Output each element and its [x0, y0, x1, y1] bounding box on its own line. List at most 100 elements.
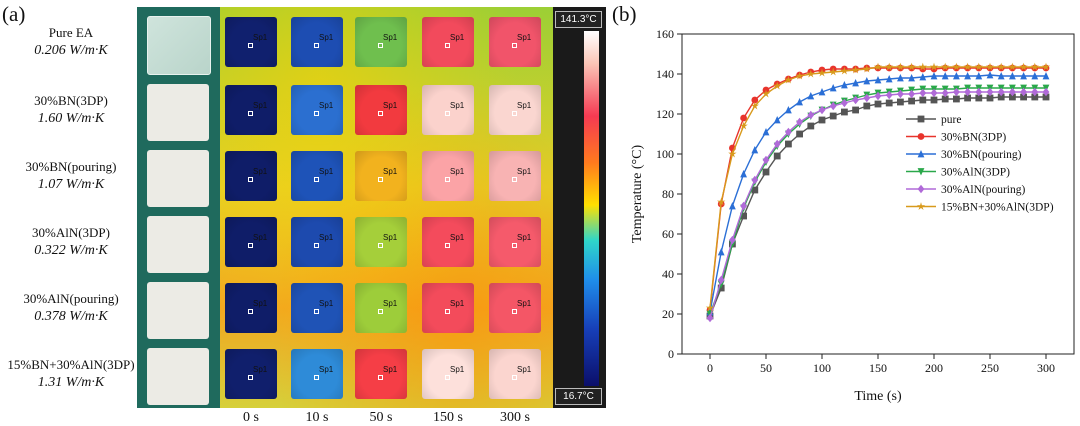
- data-point: [740, 212, 747, 220]
- spot-marker: [248, 177, 253, 182]
- thermal-tile: [225, 17, 277, 67]
- thermal-image-grid: Sp1 Sp1 Sp1 Sp1 Sp1 Sp1 Sp1 Sp1 Sp1 Sp1 Sp1 Sp1 Sp1 S…: [220, 7, 553, 408]
- panel-a-label: (a): [2, 2, 26, 26]
- data-point: [773, 139, 781, 149]
- spot-label: Sp1: [383, 33, 398, 42]
- thermal-tile: [422, 349, 474, 399]
- data-point: [729, 235, 736, 245]
- data-point: [796, 98, 803, 106]
- spot-label: Sp1: [253, 299, 268, 308]
- thermal-tile: [489, 85, 541, 135]
- data-point: [953, 87, 960, 97]
- sample-conductivity: 1.60 W/m·K: [37, 111, 105, 126]
- data-point: [841, 108, 848, 116]
- data-point: [941, 95, 949, 103]
- thermal-tile: [422, 85, 474, 135]
- thermal-tile: [291, 17, 343, 67]
- thermal-tile: [355, 85, 407, 135]
- sample-label: 15%BN+30%AlN(3DP) 1.31 W/m·K: [0, 356, 142, 392]
- spot-marker: [512, 375, 517, 380]
- spot-marker: [445, 177, 450, 182]
- x-tick-label: 50: [760, 361, 772, 375]
- spot-label: Sp1: [253, 101, 268, 110]
- sample-conductivity: 0.322 W/m·K: [34, 243, 108, 258]
- thermal-tile: [225, 349, 277, 399]
- x-tick-label: 300: [1037, 361, 1055, 375]
- legend-marker: [917, 133, 925, 140]
- sample-name: 30%BN(pouring): [25, 159, 117, 174]
- x-tick-label: 0: [707, 361, 713, 375]
- data-point: [862, 64, 871, 73]
- sample-conductivity: 0.206 W/m·K: [34, 43, 108, 58]
- sample-name: 30%AlN(pouring): [23, 291, 119, 306]
- data-point: [863, 102, 871, 110]
- data-point: [975, 94, 983, 102]
- data-point: [1020, 87, 1027, 97]
- spot-marker: [248, 375, 253, 380]
- spot-label: Sp1: [517, 365, 532, 374]
- data-point: [785, 106, 792, 114]
- data-point: [829, 101, 837, 111]
- sample-conductivity: 1.07 W/m·K: [37, 177, 105, 192]
- data-point: [953, 72, 960, 80]
- x-tick-label: 250: [981, 361, 999, 375]
- y-tick-label: 160: [656, 27, 674, 41]
- data-point: [852, 79, 859, 87]
- spot-label: Sp1: [383, 233, 398, 242]
- data-point: [986, 87, 994, 97]
- spot-marker: [248, 243, 253, 248]
- thermal-tile: [291, 151, 343, 201]
- data-point: [1019, 62, 1028, 71]
- spot-label: Sp1: [383, 101, 398, 110]
- spot-marker: [314, 309, 319, 314]
- data-point: [728, 149, 737, 158]
- data-point: [986, 71, 994, 79]
- data-point: [784, 75, 793, 84]
- panel-b-label: (b): [612, 2, 637, 26]
- data-point: [717, 248, 725, 256]
- data-point: [1042, 72, 1050, 80]
- spot-label: Sp1: [319, 101, 334, 110]
- spot-marker: [445, 375, 450, 380]
- spot-marker: [512, 177, 517, 182]
- spot-label: Sp1: [450, 299, 465, 308]
- thermal-tile: [355, 17, 407, 67]
- y-tick-label: 60: [662, 227, 674, 241]
- time-label: 10 s: [305, 410, 329, 425]
- thermal-tile: [489, 217, 541, 267]
- y-tick-label: 120: [656, 107, 674, 121]
- data-point: [919, 88, 927, 98]
- data-point: [908, 97, 915, 105]
- spot-marker: [314, 43, 319, 48]
- data-point: [1031, 87, 1039, 97]
- data-point: [762, 128, 770, 136]
- thermal-tile: [225, 217, 277, 267]
- thermal-tile: [355, 349, 407, 399]
- legend-label: 30%BN(3DP): [941, 132, 1006, 144]
- thermal-tile: [422, 217, 474, 267]
- thermal-tile: [291, 349, 343, 399]
- data-point: [841, 81, 848, 89]
- sample-photos: [137, 7, 220, 408]
- data-point: [706, 313, 714, 323]
- data-point: [1009, 93, 1016, 101]
- data-point: [897, 98, 904, 106]
- sample-label: 30%BN(pouring) 1.07 W/m·K: [0, 158, 142, 194]
- data-point: [964, 72, 971, 80]
- data-point: [740, 170, 747, 178]
- data-point: [874, 100, 882, 108]
- data-point: [918, 62, 927, 71]
- sample-label: Pure EA 0.206 W/m·K: [0, 24, 142, 60]
- thermal-tile: [355, 217, 407, 267]
- legend-label: pure: [941, 114, 961, 126]
- data-point: [717, 280, 725, 288]
- data-point: [1009, 72, 1016, 80]
- data-point: [807, 110, 815, 120]
- thermal-tile: [355, 283, 407, 333]
- thermal-tile: [225, 151, 277, 201]
- data-point: [717, 197, 726, 206]
- x-tick-label: 150: [869, 361, 887, 375]
- data-point: [773, 152, 781, 160]
- sample-label: 30%AlN(3DP) 0.322 W/m·K: [0, 224, 142, 260]
- data-point: [729, 240, 736, 248]
